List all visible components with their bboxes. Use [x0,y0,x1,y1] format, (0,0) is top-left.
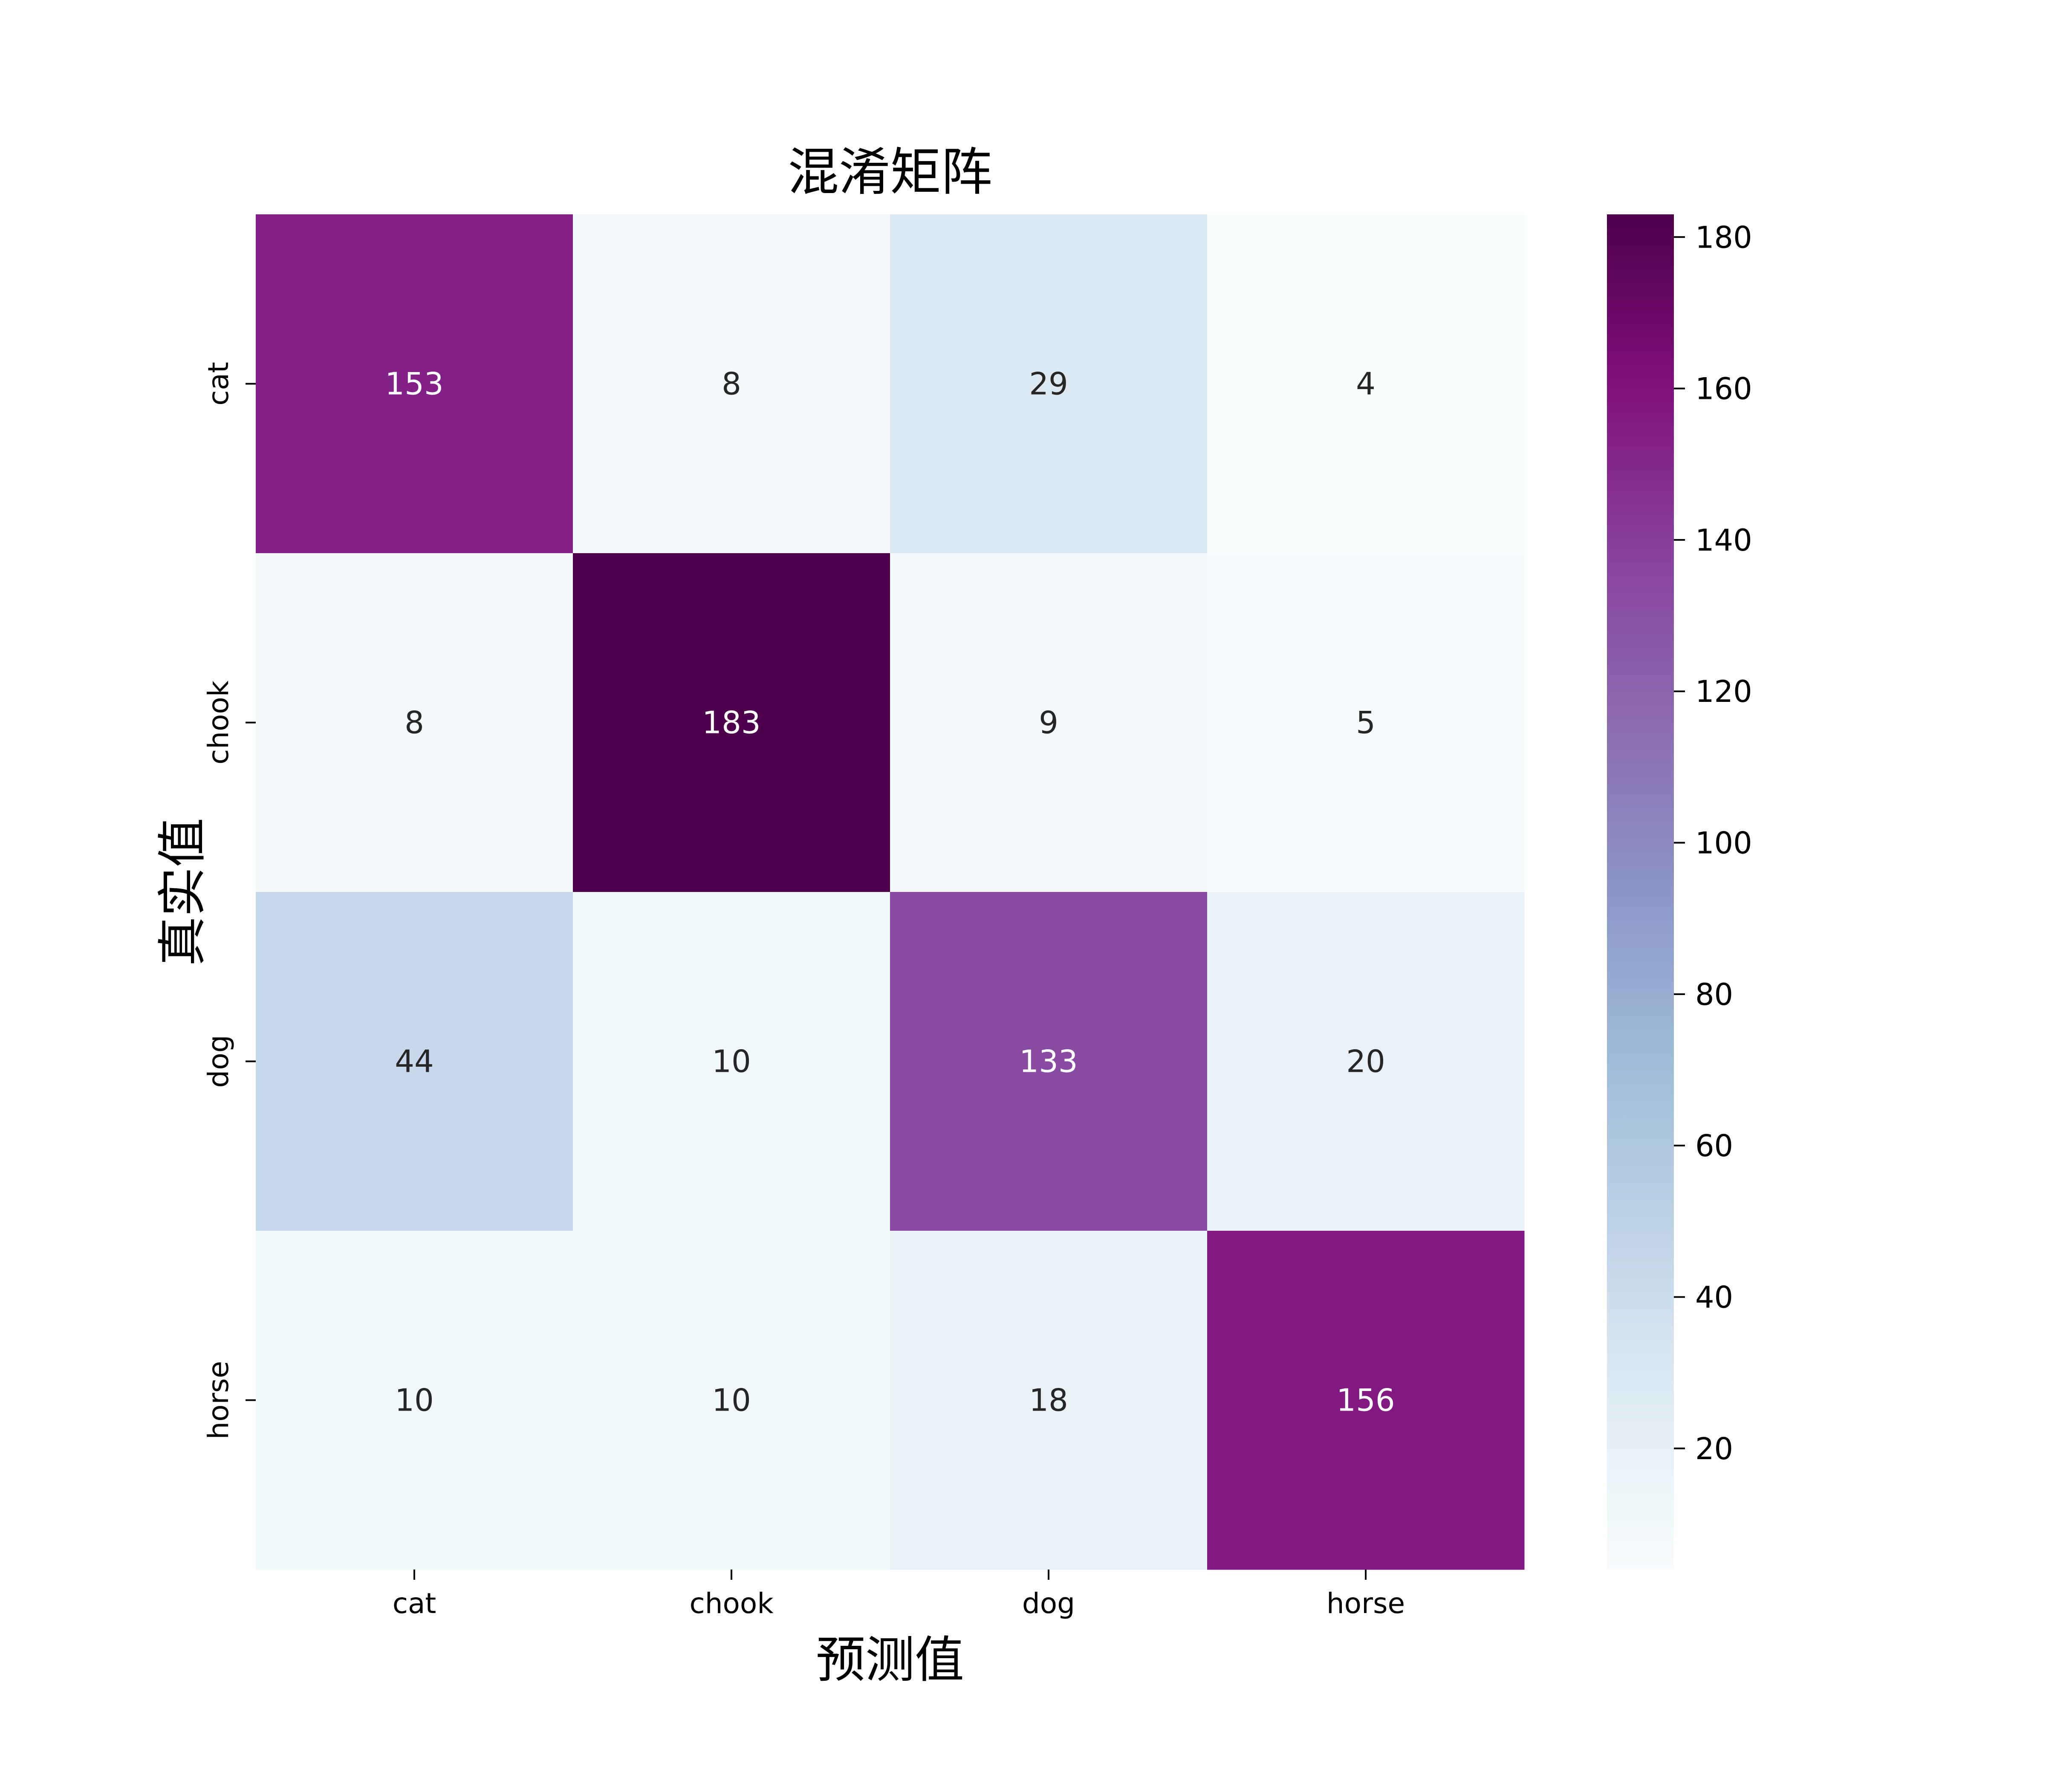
colorbar-tick-label: 40 [1695,1280,1733,1315]
cell-value-label: 5 [1356,705,1376,741]
x-tick-label: cat [393,1587,436,1620]
cell-value-label: 10 [395,1382,434,1418]
heatmap-cell-horse-horse [1207,1231,1525,1570]
colorbar-tick-label: 100 [1695,826,1752,861]
cell-value-label: 10 [712,1382,751,1418]
y-axis-label: 真实值 [154,818,211,966]
cell-value-label: 8 [405,705,424,741]
heatmap-cell-dog-cat [256,892,573,1231]
cell-value-label: 156 [1336,1382,1395,1418]
x-axis-ticks: cat chook dog horse [393,1570,1405,1620]
cell-value-label: 9 [1039,705,1058,741]
colorbar-tick-label: 140 [1695,523,1752,558]
cell-value-label: 133 [1019,1044,1078,1079]
chart-title: 混淆矩阵 [788,143,992,202]
heatmap-cell-chook-horse [1207,553,1525,892]
y-tick-label: horse [202,1361,235,1439]
colorbar-tick-label: 180 [1695,220,1752,255]
heatmap-cell-chook-dog [890,553,1208,892]
colorbar-tick-label: 160 [1695,372,1752,407]
heatmap-cell-horse-dog [890,1231,1208,1570]
x-axis-label: 预测值 [816,1631,964,1689]
y-tick-label: cat [202,362,235,406]
cell-value-label: 4 [1356,366,1376,402]
colorbar-ticks: 20 40 60 80 100 120 140 160 180 [1674,220,1752,1466]
heatmap-cell-horse-cat [256,1231,573,1570]
colorbar-tick-label: 120 [1695,674,1752,709]
heatmap-cell-dog-dog [890,892,1208,1231]
heatmap-cell-cat-horse [1207,214,1525,554]
cell-value-label: 20 [1346,1044,1385,1079]
colorbar-tick-label: 80 [1695,977,1733,1012]
colorbar: 20 40 60 80 100 120 140 160 180 [1607,214,1752,1570]
heatmap-cell-dog-horse [1207,892,1525,1231]
x-tick-label: dog [1022,1587,1075,1620]
cell-value-label: 18 [1029,1382,1068,1418]
x-tick-label: chook [689,1587,774,1620]
y-tick-label: dog [202,1035,235,1088]
heatmap-annotations: 153 8 29 4 8 183 9 5 44 10 133 20 10 10 18 156 [385,366,1395,1418]
heatmap-cell-cat-dog [890,214,1208,554]
heatmap-cells [256,214,1525,1570]
cell-value-label: 44 [395,1044,434,1079]
y-tick-label: chook [202,680,235,765]
colorbar-tick-label: 60 [1695,1128,1733,1163]
heatmap-cell-chook-cat [256,553,573,892]
heatmap-cell-horse-chook [573,1231,890,1570]
heatmap-cell-cat-cat [256,214,573,554]
cell-value-label: 29 [1029,366,1068,402]
y-axis-ticks: cat chook dog horse [202,362,256,1440]
cell-value-label: 10 [712,1044,751,1079]
cell-value-label: 153 [385,366,443,402]
x-tick-label: horse [1326,1587,1405,1620]
heatmap-cell-dog-chook [573,892,890,1231]
cell-value-label: 8 [722,366,741,402]
heatmap-cell-chook-chook [573,553,890,892]
colorbar-tick-label: 20 [1695,1431,1733,1466]
cell-value-label: 183 [702,705,760,741]
heatmap-cell-cat-chook [573,214,890,554]
colorbar-gradient [1607,214,1674,1570]
